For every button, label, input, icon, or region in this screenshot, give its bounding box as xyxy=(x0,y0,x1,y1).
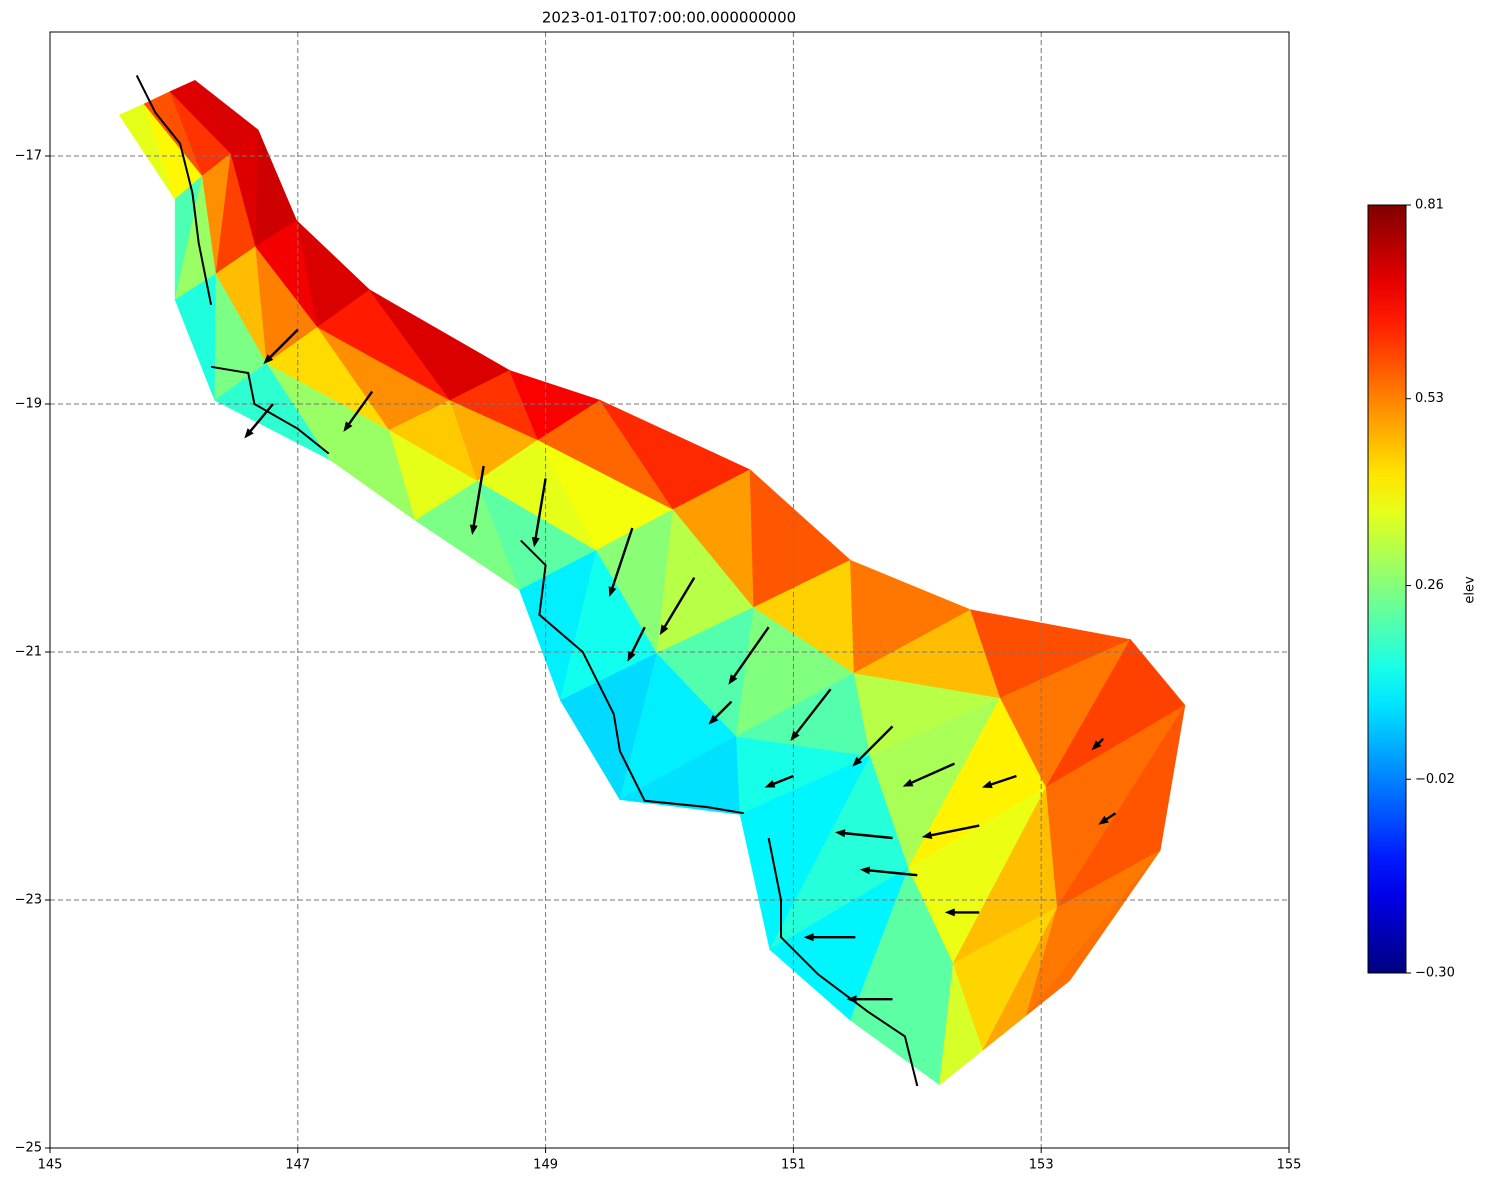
mesh-cell xyxy=(1026,850,1161,1016)
quiver-arrow xyxy=(343,390,374,432)
y-tick-label: −25 xyxy=(15,1141,42,1156)
colorbar-tick-label: −0.02 xyxy=(1415,772,1455,787)
quiver-arrow xyxy=(531,478,547,548)
quiver-arrow xyxy=(859,866,918,877)
quiver-arrow xyxy=(728,626,770,685)
quiver-arrow xyxy=(846,995,893,1004)
x-tick-label: 155 xyxy=(1277,1158,1302,1173)
x-tick-label: 153 xyxy=(1029,1158,1054,1173)
quiver-arrow xyxy=(902,762,955,787)
plot-frame xyxy=(49,31,1290,1149)
quiver-arrow xyxy=(803,933,856,942)
quiver-arrow xyxy=(835,829,893,840)
y-tick-label: −17 xyxy=(15,149,42,164)
quiver-arrow xyxy=(608,527,634,597)
quiver-arrow xyxy=(659,576,696,636)
quiver-arrow xyxy=(627,626,646,662)
colorbar-tick-label: −0.30 xyxy=(1415,966,1455,981)
quiver-arrow xyxy=(708,700,733,725)
quiver-arrow xyxy=(469,465,485,535)
quiver-arrow xyxy=(852,725,894,767)
x-tick-label: 147 xyxy=(285,1158,310,1173)
colorbar-label: elev xyxy=(1463,576,1478,604)
quiver-arrow xyxy=(921,824,980,840)
coastline xyxy=(135,74,919,1087)
quiver-arrow xyxy=(263,328,299,365)
quiver-arrow xyxy=(944,908,980,917)
x-tick-label: 145 xyxy=(38,1158,63,1173)
quiver-arrow xyxy=(1091,737,1104,751)
chart-title: 2023-01-01T07:00:00.000000000 xyxy=(542,9,796,27)
colorbar-tick-label: 0.26 xyxy=(1415,578,1444,593)
quiver-arrow xyxy=(764,774,794,788)
quiver-arrow xyxy=(1098,812,1117,825)
colorbar-tick-label: 0.81 xyxy=(1415,198,1444,213)
quiver-arrow xyxy=(981,774,1017,789)
y-tick-label: −21 xyxy=(15,645,42,660)
y-tick-label: −19 xyxy=(15,397,42,412)
colorbar xyxy=(1367,204,1407,974)
colorbar-tick-label: 0.53 xyxy=(1415,391,1444,406)
x-tick-label: 151 xyxy=(781,1158,806,1173)
quiver-arrow xyxy=(790,688,832,741)
quiver-arrow xyxy=(244,403,274,439)
y-tick-label: −23 xyxy=(15,893,42,908)
x-tick-label: 149 xyxy=(533,1158,558,1173)
